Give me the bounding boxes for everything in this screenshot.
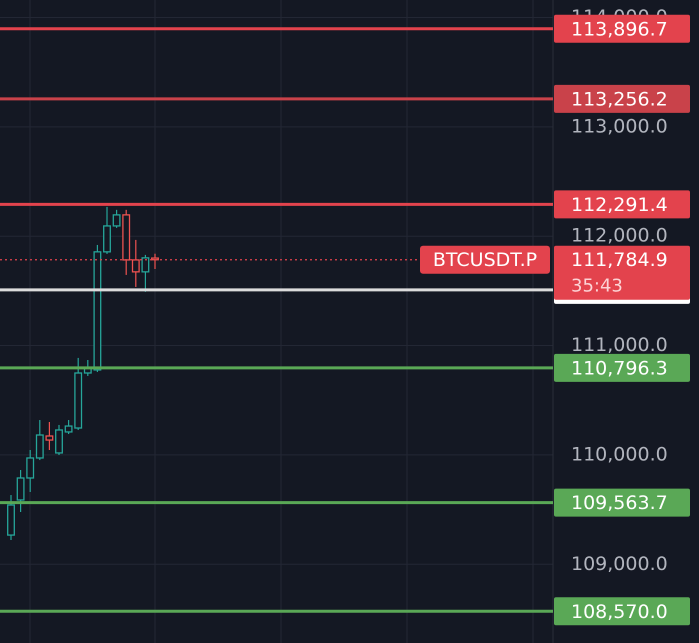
candle-body [64, 425, 73, 433]
candle-body [122, 214, 131, 261]
y-tick-label: 111,000.0 [571, 334, 668, 356]
price-label: 112,291.4 [571, 194, 668, 216]
candle-body [7, 504, 15, 536]
price-label-box [554, 190, 690, 219]
candle-body [26, 457, 35, 479]
y-tick-label: 112,000.0 [571, 225, 668, 247]
price-label: 109,563.7 [571, 492, 668, 514]
price-label: 113,896.7 [571, 18, 668, 40]
candle-body [16, 477, 25, 501]
price-label-box [554, 84, 690, 113]
price-label-box [554, 597, 690, 626]
last-price-box [554, 245, 690, 300]
price-label: 110,796.3 [571, 357, 668, 379]
candle-body [112, 214, 121, 227]
countdown-label: 35:43 [571, 276, 623, 297]
symbol-box [420, 245, 550, 274]
candle-body [74, 372, 83, 429]
candle-body [93, 251, 102, 371]
price-label: 108,570.0 [571, 601, 668, 623]
price-label: 113,256.2 [571, 88, 668, 110]
last-price-label: 111,784.9 [571, 249, 668, 271]
candle-body [103, 225, 111, 253]
price-label-box [554, 14, 690, 43]
candle-body [55, 429, 63, 454]
y-tick-label: 110,000.0 [571, 443, 668, 465]
candle-body [131, 259, 140, 273]
candle-body [45, 435, 54, 441]
y-tick-label: 109,000.0 [571, 553, 668, 575]
candle-body [35, 434, 44, 459]
y-tick-label: 113,000.0 [571, 115, 668, 137]
candle-body [141, 257, 150, 273]
price-label-box [554, 353, 690, 382]
price-label-box [554, 488, 690, 517]
symbol-label: BTCUSDT.P [433, 249, 537, 271]
